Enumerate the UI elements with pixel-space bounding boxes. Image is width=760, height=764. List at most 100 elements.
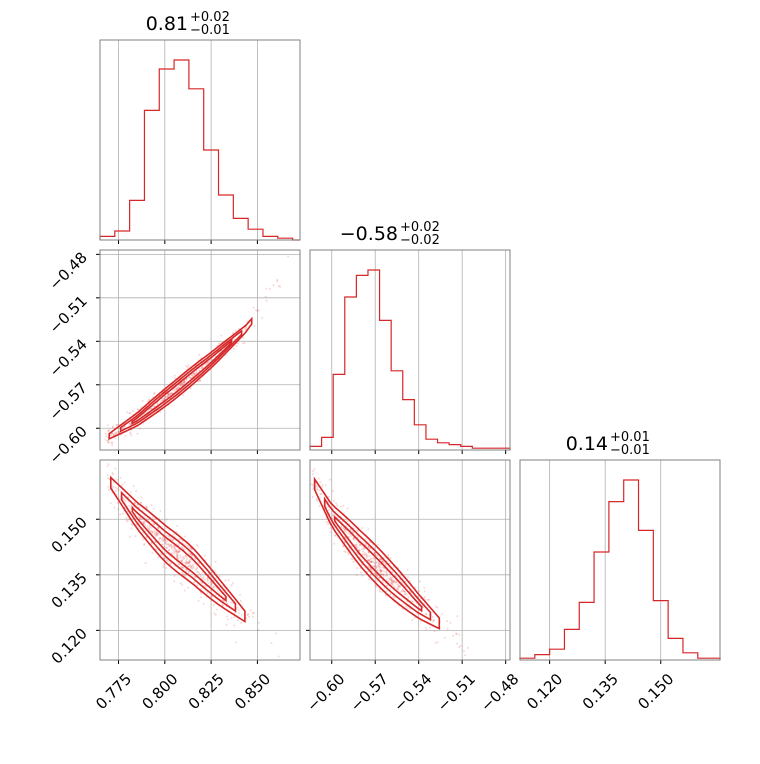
sample-point <box>390 579 393 582</box>
sample-point <box>391 579 394 582</box>
sample-point <box>172 539 175 542</box>
sample-point <box>174 377 177 380</box>
sample-point <box>368 554 371 557</box>
sample-point <box>391 583 394 586</box>
sample-point <box>257 621 260 624</box>
sample-point <box>379 569 382 572</box>
sample-point <box>369 574 372 577</box>
sample-point <box>367 546 370 549</box>
sample-point <box>155 533 158 536</box>
sample-point <box>165 527 168 530</box>
sample-point <box>162 563 165 566</box>
sample-point <box>408 590 411 593</box>
sample-point <box>377 562 380 565</box>
sample-point <box>373 551 376 554</box>
param-title-minus: −0.01 <box>190 23 230 38</box>
sample-point <box>455 632 458 635</box>
sample-point <box>105 435 108 438</box>
sample-point <box>116 478 119 481</box>
sample-point <box>107 488 110 491</box>
sample-point <box>325 520 328 523</box>
sample-point <box>195 369 198 372</box>
contour-level-2 <box>323 496 432 622</box>
sample-point <box>196 566 199 569</box>
y-tick-label: 0.135 <box>48 569 91 612</box>
sample-point <box>464 654 467 657</box>
sample-point <box>165 546 168 549</box>
sample-point <box>118 431 121 434</box>
sample-point <box>153 391 156 394</box>
sample-point <box>157 527 160 530</box>
sample-point <box>403 584 406 587</box>
sample-point <box>201 367 204 370</box>
sample-point <box>166 559 169 562</box>
sample-point <box>356 567 359 570</box>
sample-point <box>227 579 230 582</box>
sample-point <box>220 334 223 337</box>
sample-point <box>365 553 368 556</box>
sample-point <box>370 560 373 563</box>
sample-point <box>180 383 183 386</box>
sample-point <box>150 407 153 410</box>
sample-point <box>386 573 389 576</box>
sample-point <box>173 388 176 391</box>
param-title-plus: +0.02 <box>190 10 230 25</box>
sample-point <box>378 563 381 566</box>
sample-point <box>167 394 170 397</box>
sample-point <box>135 490 138 493</box>
sample-point <box>182 573 185 576</box>
sample-point <box>389 581 392 584</box>
sample-point <box>143 515 146 518</box>
sample-point <box>129 422 132 425</box>
sample-point <box>206 361 209 364</box>
sample-point <box>175 554 178 557</box>
x-tick-label: −0.48 <box>477 670 522 715</box>
sample-point <box>187 565 190 568</box>
x-tick-label: −0.57 <box>347 670 392 715</box>
sample-point <box>142 538 145 541</box>
sample-point <box>397 584 400 587</box>
sample-point <box>365 553 368 556</box>
sample-point <box>224 354 227 357</box>
sample-point <box>182 566 185 569</box>
sample-point <box>312 473 315 476</box>
sample-point <box>341 520 344 523</box>
sample-point <box>233 624 236 627</box>
sample-point <box>255 309 258 312</box>
sample-point <box>111 487 114 490</box>
sample-point <box>163 538 166 541</box>
sample-point <box>168 545 171 548</box>
sample-point <box>390 577 393 580</box>
sample-point <box>367 528 370 531</box>
sample-point <box>424 613 427 616</box>
sample-point <box>333 514 336 517</box>
sample-point <box>182 555 185 558</box>
sample-point <box>193 373 196 376</box>
sample-point <box>367 565 370 568</box>
sample-point <box>152 522 155 525</box>
sample-point <box>368 560 371 563</box>
sample-point <box>158 537 161 540</box>
sample-point <box>393 585 396 588</box>
sample-point <box>175 550 178 553</box>
sample-point <box>180 559 183 562</box>
sample-point <box>196 584 199 587</box>
sample-point <box>230 584 233 587</box>
sample-point <box>365 555 368 558</box>
sample-point <box>215 608 218 611</box>
sample-point <box>186 562 189 565</box>
sample-point <box>311 484 314 487</box>
sample-point <box>115 486 118 489</box>
sample-point <box>372 560 375 563</box>
sample-point <box>154 533 157 536</box>
sample-point <box>316 485 319 488</box>
sample-point <box>379 558 382 561</box>
sample-point <box>194 568 197 571</box>
sample-point <box>245 326 248 329</box>
sample-point <box>112 485 115 488</box>
sample-point <box>436 606 439 609</box>
sample-point <box>216 590 219 593</box>
sample-point <box>178 550 181 553</box>
sample-point <box>138 506 141 509</box>
sample-point <box>153 523 156 526</box>
